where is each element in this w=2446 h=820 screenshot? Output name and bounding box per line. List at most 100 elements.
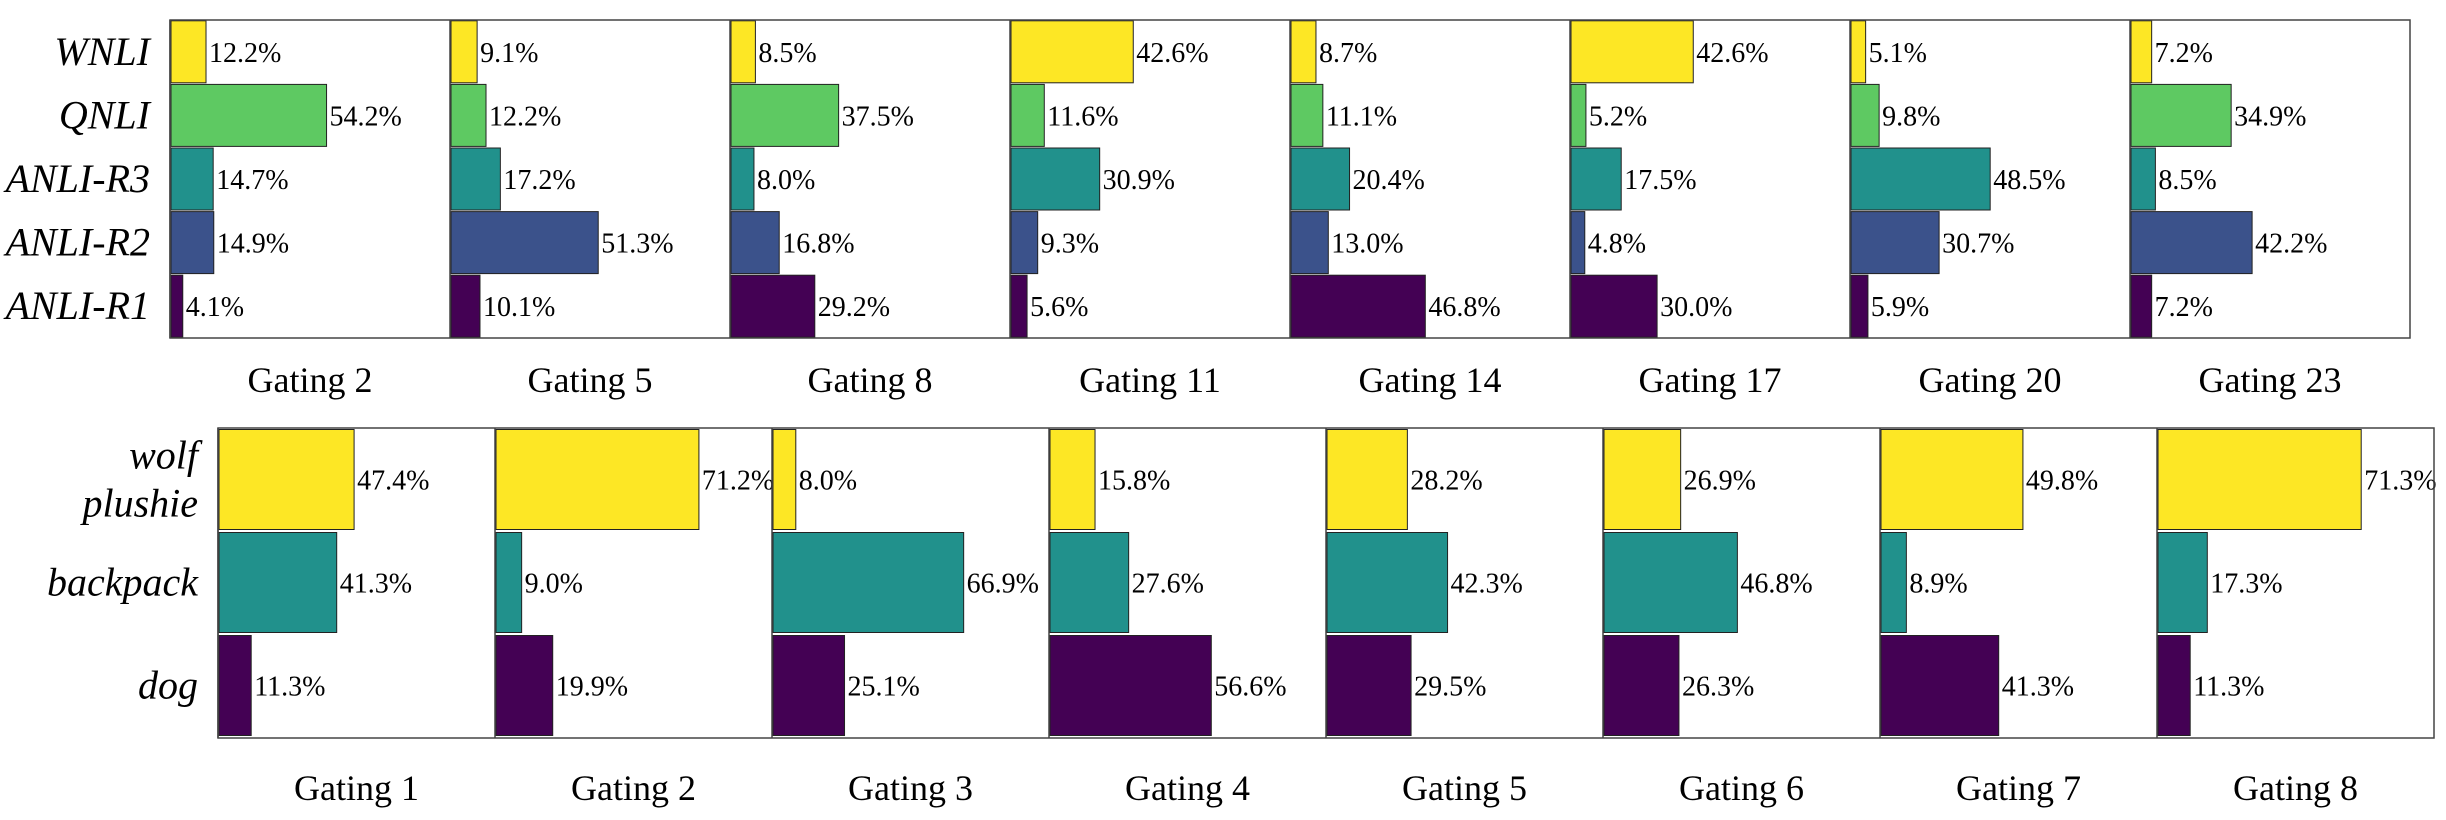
value-label-1-5-0: 26.9%	[1684, 466, 1756, 497]
bar-1-2-0	[772, 429, 797, 530]
value-label-0-1-1: 12.2%	[489, 101, 561, 132]
bar-0-3-0	[1010, 20, 1134, 84]
bar-1-0-0	[218, 429, 355, 530]
value-label-0-0-0: 12.2%	[209, 38, 281, 69]
value-label-1-0-1: 41.3%	[340, 569, 412, 600]
value-label-1-3-1: 27.6%	[1132, 569, 1204, 600]
bar-0-7-3	[2130, 211, 2253, 275]
value-label-0-4-0: 8.7%	[1319, 38, 1377, 69]
value-label-0-5-2: 17.5%	[1624, 165, 1696, 196]
bar-1-0-1	[218, 532, 338, 633]
value-label-0-7-4: 7.2%	[2155, 292, 2213, 323]
value-label-1-4-1: 42.3%	[1451, 569, 1523, 600]
panel-title-0-5: Gating 17	[1639, 360, 1782, 400]
bar-0-2-1	[730, 83, 840, 147]
panel-title-0-0: Gating 2	[248, 360, 373, 400]
bar-0-3-3	[1010, 211, 1039, 275]
bar-1-5-0	[1603, 429, 1682, 530]
bar-1-3-0	[1049, 429, 1096, 530]
category-label-line: wolf	[129, 433, 203, 478]
value-label-0-5-3: 4.8%	[1588, 229, 1646, 260]
value-label-1-7-0: 71.3%	[2364, 466, 2436, 497]
bar-0-0-0	[170, 20, 207, 84]
row-frame-1	[217, 427, 2435, 739]
value-label-0-2-4: 29.2%	[818, 292, 890, 323]
bar-1-0-2	[218, 635, 252, 736]
bar-1-3-2	[1049, 635, 1212, 736]
bar-0-2-2	[730, 147, 755, 211]
bar-1-2-2	[772, 635, 846, 736]
bar-1-6-1	[1880, 532, 1907, 633]
value-label-1-2-2: 25.1%	[848, 672, 920, 703]
value-label-0-5-0: 42.6%	[1696, 38, 1768, 69]
panel-title-0-2: Gating 8	[808, 360, 933, 400]
category-label-line: QNLI	[59, 92, 152, 137]
bar-0-0-4	[170, 274, 184, 338]
value-label-0-1-0: 9.1%	[480, 38, 538, 69]
bar-0-5-1	[1570, 83, 1587, 147]
value-label-0-0-1: 54.2%	[330, 101, 402, 132]
bar-1-1-0	[495, 429, 700, 530]
value-label-1-1-1: 9.0%	[525, 569, 583, 600]
value-label-1-6-1: 8.9%	[1909, 569, 1967, 600]
bar-0-0-3	[170, 211, 215, 275]
bar-1-4-2	[1326, 635, 1412, 736]
bar-1-1-1	[495, 532, 523, 633]
bar-0-4-2	[1290, 147, 1351, 211]
bar-0-3-4	[1010, 274, 1028, 338]
row-frame-0	[169, 19, 2411, 339]
bar-0-4-0	[1290, 20, 1317, 84]
panel-title-0-3: Gating 11	[1079, 360, 1221, 400]
value-label-0-7-0: 7.2%	[2155, 38, 2213, 69]
category-label-1-0: wolf plushie	[79, 433, 202, 526]
value-label-1-7-1: 17.3%	[2210, 569, 2282, 600]
value-label-0-4-4: 46.8%	[1428, 292, 1500, 323]
bar-0-7-0	[2130, 20, 2153, 84]
category-label-0-2: ANLI-R3	[3, 156, 150, 201]
value-label-0-1-3: 51.3%	[601, 229, 673, 260]
category-label-1-1: backpack	[47, 560, 199, 605]
bar-0-6-3	[1850, 211, 1940, 275]
bar-0-0-1	[170, 83, 328, 147]
value-label-0-4-3: 13.0%	[1331, 229, 1403, 260]
value-label-0-2-0: 8.5%	[758, 38, 816, 69]
bar-0-2-0	[730, 20, 756, 84]
bar-0-1-4	[450, 274, 481, 338]
category-label-0-0: WNLI	[54, 29, 151, 74]
bar-0-1-2	[450, 147, 501, 211]
category-label-0-4: ANLI-R1	[3, 283, 150, 328]
panel-title-1-3: Gating 4	[1125, 768, 1250, 808]
value-label-0-0-2: 14.7%	[216, 165, 288, 196]
panel-title-1-5: Gating 6	[1679, 768, 1804, 808]
bar-0-2-4	[730, 274, 816, 338]
value-label-1-2-0: 8.0%	[799, 466, 857, 497]
value-label-0-6-3: 30.7%	[1942, 229, 2014, 260]
bar-0-2-3	[730, 211, 780, 275]
value-label-0-6-4: 5.9%	[1871, 292, 1929, 323]
bar-1-7-1	[2157, 532, 2208, 633]
bar-0-4-1	[1290, 83, 1324, 147]
panel-title-1-7: Gating 8	[2233, 768, 2358, 808]
value-label-0-0-3: 14.9%	[217, 229, 289, 260]
panel-title-0-1: Gating 5	[528, 360, 653, 400]
value-label-0-6-2: 48.5%	[1993, 165, 2065, 196]
bar-0-7-4	[2130, 274, 2153, 338]
value-label-0-3-4: 5.6%	[1030, 292, 1088, 323]
bar-0-1-0	[450, 20, 478, 84]
value-label-0-6-0: 5.1%	[1869, 38, 1927, 69]
category-label-line: ANLI-R2	[3, 220, 150, 265]
value-label-0-3-3: 9.3%	[1041, 229, 1099, 260]
value-label-0-7-3: 42.2%	[2255, 229, 2327, 260]
category-label-0-1: QNLI	[59, 92, 152, 137]
bar-1-2-1	[772, 532, 965, 633]
value-label-1-5-2: 26.3%	[1682, 672, 1754, 703]
bar-0-4-3	[1290, 211, 1329, 275]
value-label-1-5-1: 46.8%	[1740, 569, 1812, 600]
bar-1-3-1	[1049, 532, 1130, 633]
value-label-0-4-2: 20.4%	[1353, 165, 1425, 196]
bar-0-6-1	[1850, 83, 1880, 147]
category-label-0-3: ANLI-R2	[3, 220, 150, 265]
panel-title-0-7: Gating 23	[2199, 360, 2342, 400]
value-label-1-6-2: 41.3%	[2002, 672, 2074, 703]
